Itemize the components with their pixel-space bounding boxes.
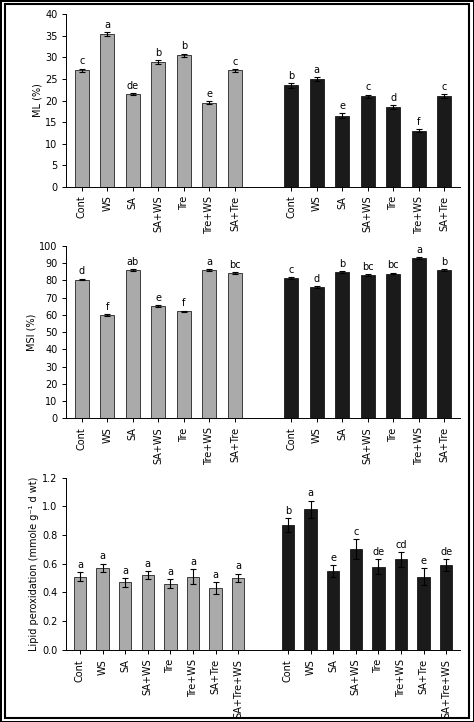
Bar bbox=[438, 96, 451, 187]
Text: b: b bbox=[441, 257, 447, 267]
Bar bbox=[438, 270, 451, 418]
Text: c: c bbox=[289, 265, 294, 275]
Text: a: a bbox=[77, 560, 83, 570]
Text: de: de bbox=[372, 547, 384, 557]
Text: a: a bbox=[206, 257, 212, 267]
Bar bbox=[335, 272, 349, 418]
Text: c: c bbox=[442, 82, 447, 92]
Text: bc: bc bbox=[229, 260, 241, 269]
Text: f: f bbox=[417, 117, 420, 127]
Text: b: b bbox=[339, 258, 346, 269]
Bar bbox=[126, 94, 140, 187]
Bar bbox=[126, 270, 140, 418]
Text: a: a bbox=[314, 65, 320, 75]
Bar bbox=[210, 588, 222, 650]
Bar bbox=[412, 131, 426, 187]
Bar bbox=[386, 274, 401, 418]
Text: a: a bbox=[104, 19, 110, 30]
Text: bc: bc bbox=[362, 262, 374, 272]
Text: a: a bbox=[122, 566, 128, 576]
Bar bbox=[164, 584, 177, 650]
Text: a: a bbox=[145, 559, 151, 569]
Bar bbox=[142, 575, 154, 650]
Bar bbox=[177, 311, 191, 418]
Text: e: e bbox=[420, 556, 427, 566]
Bar bbox=[151, 62, 165, 187]
Text: ab: ab bbox=[127, 257, 139, 267]
Y-axis label: MSI (%): MSI (%) bbox=[26, 313, 36, 351]
Bar bbox=[74, 577, 86, 650]
Bar bbox=[372, 567, 384, 650]
Bar bbox=[96, 568, 109, 650]
Text: b: b bbox=[285, 505, 291, 516]
Bar bbox=[284, 85, 298, 187]
Bar bbox=[395, 560, 407, 650]
Text: b: b bbox=[181, 41, 187, 51]
Bar bbox=[100, 315, 114, 418]
Bar bbox=[335, 116, 349, 187]
Bar bbox=[228, 71, 242, 187]
Bar bbox=[284, 278, 298, 418]
Text: a: a bbox=[212, 570, 219, 580]
Text: e: e bbox=[155, 293, 161, 303]
Text: a: a bbox=[167, 567, 173, 577]
Bar bbox=[187, 577, 199, 650]
Bar bbox=[75, 71, 89, 187]
Bar bbox=[151, 306, 165, 418]
Text: d: d bbox=[79, 266, 85, 277]
Bar bbox=[412, 258, 426, 418]
Bar bbox=[282, 525, 294, 650]
Y-axis label: ML (%): ML (%) bbox=[32, 84, 42, 118]
Bar bbox=[386, 107, 401, 187]
Text: cd: cd bbox=[395, 540, 407, 550]
Text: a: a bbox=[416, 245, 422, 255]
Text: d: d bbox=[314, 274, 320, 284]
Text: de: de bbox=[127, 81, 139, 90]
Text: c: c bbox=[365, 82, 371, 92]
Bar bbox=[75, 279, 89, 418]
Text: f: f bbox=[106, 302, 109, 312]
Bar bbox=[202, 103, 217, 187]
Bar bbox=[327, 571, 339, 650]
Text: c: c bbox=[353, 527, 358, 537]
Bar bbox=[349, 549, 362, 650]
Text: a: a bbox=[190, 557, 196, 567]
Bar bbox=[418, 577, 430, 650]
Bar bbox=[361, 275, 375, 418]
Bar bbox=[310, 287, 324, 418]
Bar bbox=[119, 583, 131, 650]
Bar bbox=[100, 34, 114, 187]
Text: a: a bbox=[308, 488, 314, 498]
Bar bbox=[304, 509, 317, 650]
Y-axis label: Lipid peroxidation (mmole g⁻¹ d wt): Lipid peroxidation (mmole g⁻¹ d wt) bbox=[29, 477, 39, 651]
Bar bbox=[202, 270, 217, 418]
Text: de: de bbox=[440, 547, 452, 557]
Text: e: e bbox=[206, 89, 212, 99]
Text: c: c bbox=[79, 56, 84, 66]
Text: bc: bc bbox=[388, 261, 399, 271]
Text: c: c bbox=[232, 57, 237, 67]
Bar bbox=[232, 578, 245, 650]
Text: a: a bbox=[235, 562, 241, 572]
Bar bbox=[177, 56, 191, 187]
Text: b: b bbox=[155, 48, 162, 58]
Text: f: f bbox=[182, 298, 185, 308]
Bar bbox=[228, 273, 242, 418]
Text: b: b bbox=[288, 71, 294, 81]
Text: d: d bbox=[390, 92, 396, 103]
Text: e: e bbox=[330, 553, 336, 563]
Bar bbox=[310, 79, 324, 187]
Text: e: e bbox=[339, 101, 345, 111]
Text: a: a bbox=[100, 552, 106, 562]
Bar bbox=[440, 565, 452, 650]
Bar bbox=[361, 96, 375, 187]
